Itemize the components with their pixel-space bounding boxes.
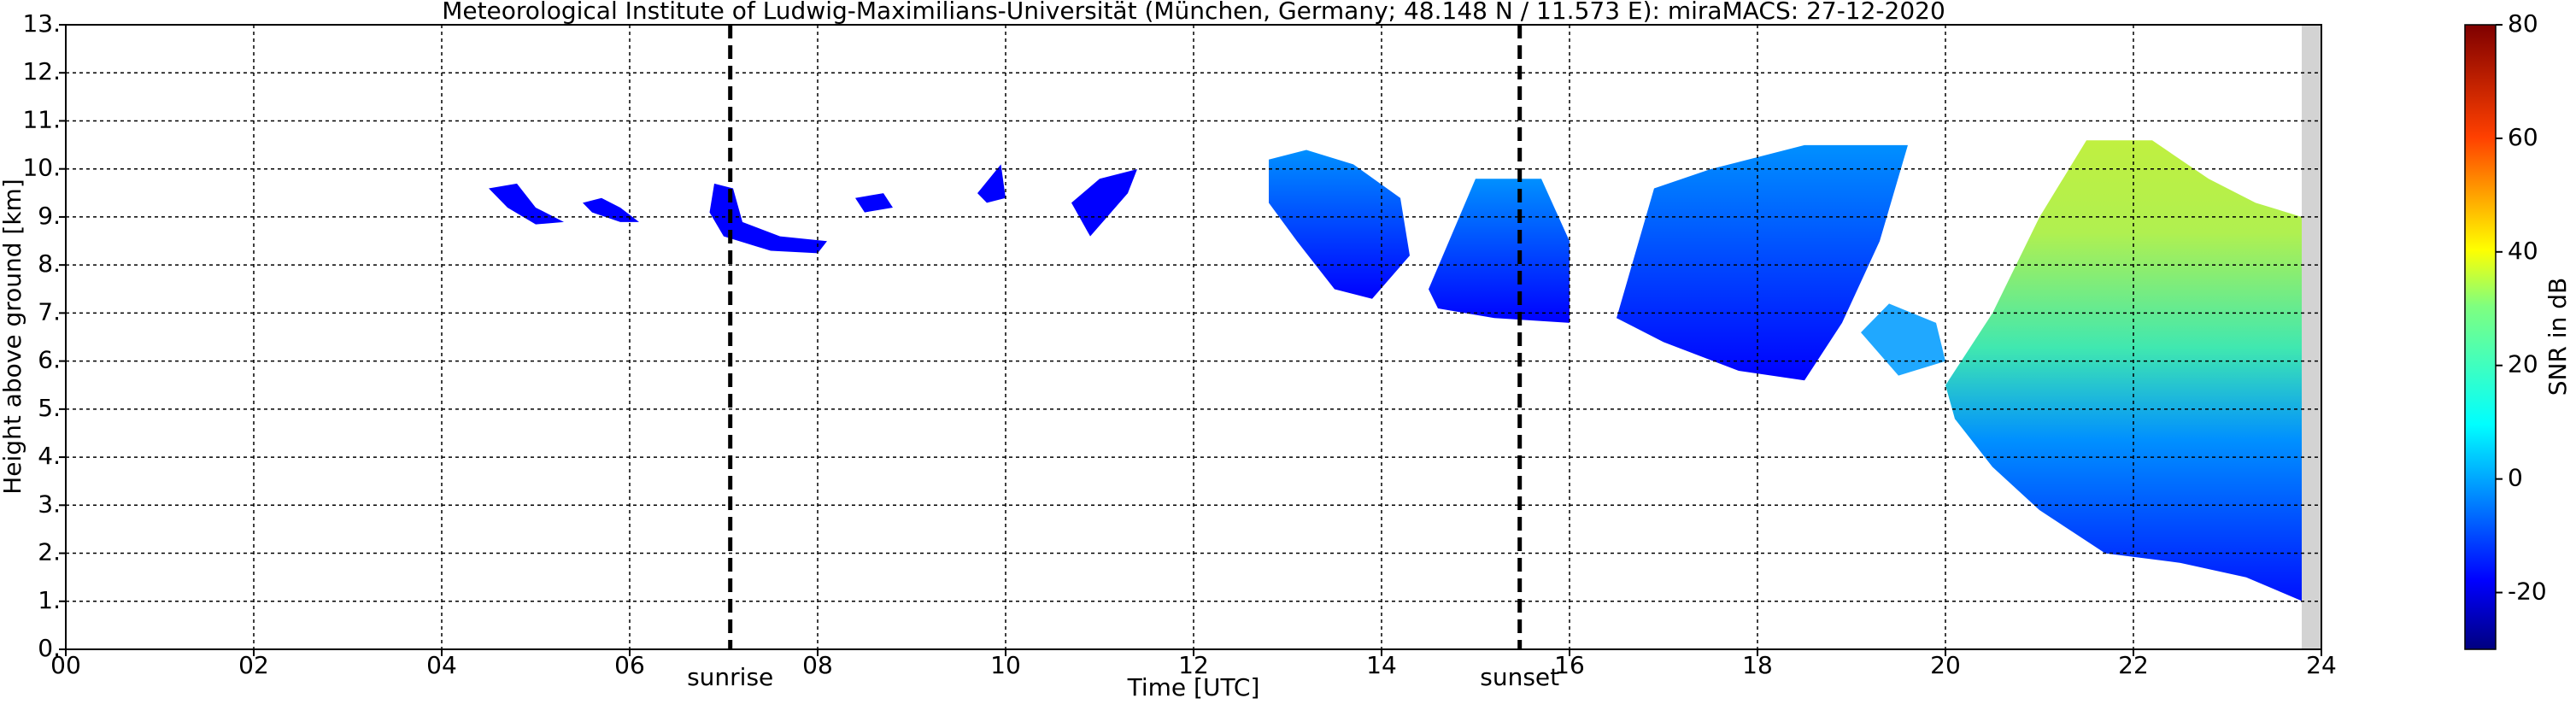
- y-axis-label: Height above ground [km]: [0, 179, 26, 495]
- x-tick-label: 04: [426, 651, 457, 679]
- no-data-region: [2302, 25, 2321, 649]
- x-tick-label: 00: [50, 651, 81, 679]
- chart-title: Meteorological Institute of Ludwig-Maxim…: [442, 0, 1945, 25]
- event-label: sunrise: [687, 663, 773, 691]
- y-tick-label: 12.: [22, 57, 61, 85]
- y-tick-label: 9.: [38, 202, 61, 230]
- colorbar-tick-label: 0: [2508, 464, 2523, 492]
- x-tick-label: 02: [238, 651, 269, 679]
- y-tick-label: 10.: [22, 154, 61, 182]
- y-tick-label: 6.: [38, 346, 61, 374]
- echo-field: [489, 140, 2303, 601]
- x-tick-label: 22: [2118, 651, 2149, 679]
- colorbar-tick-label: -20: [2508, 578, 2547, 606]
- event-label: sunset: [1480, 663, 1559, 691]
- x-tick-label: 20: [1930, 651, 1961, 679]
- x-tick-label: 24: [2306, 651, 2337, 679]
- x-tick-label: 10: [990, 651, 1021, 679]
- colorbar-tick-label: 20: [2508, 350, 2538, 378]
- colorbar: [2464, 24, 2497, 650]
- x-tick-label: 18: [1742, 651, 1773, 679]
- x-tick-label: 16: [1554, 651, 1585, 679]
- y-tick-label: 5.: [38, 394, 61, 422]
- y-tick-label: 1.: [38, 586, 61, 614]
- x-tick-label: 08: [802, 651, 833, 679]
- y-tick-label: 8.: [38, 249, 61, 278]
- y-tick-label: 13.: [22, 9, 61, 38]
- colorbar-tick-label: 40: [2508, 237, 2538, 265]
- colorbar-label: SNR in dB: [2544, 278, 2572, 396]
- x-tick-label: 06: [614, 651, 645, 679]
- x-tick-label: 12: [1178, 651, 1209, 679]
- y-tick-label: 4.: [38, 442, 61, 470]
- y-tick-label: 2.: [38, 538, 61, 566]
- x-tick-label: 14: [1366, 651, 1397, 679]
- y-tick-label: 11.: [22, 105, 61, 133]
- x-axis-label: Time [UTC]: [1127, 673, 1260, 701]
- y-tick-label: 7.: [38, 297, 61, 326]
- colorbar-tick-label: 60: [2508, 123, 2538, 151]
- colorbar-tick-label: 80: [2508, 9, 2538, 38]
- y-tick-label: 3.: [38, 490, 61, 518]
- y-tick-label: 0.: [38, 634, 61, 662]
